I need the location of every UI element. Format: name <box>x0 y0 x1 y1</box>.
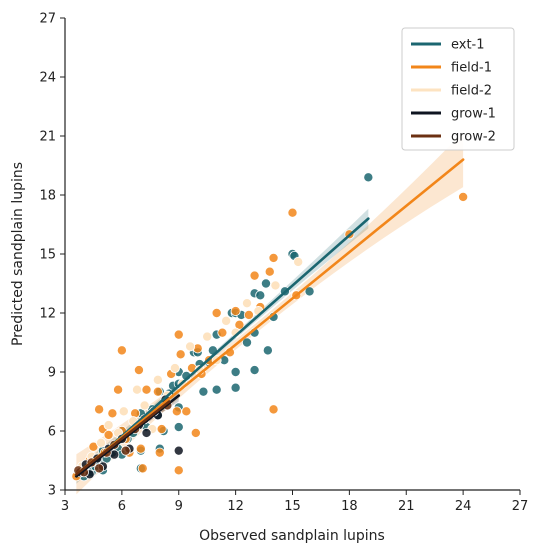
legend-box <box>401 27 515 151</box>
x-tick-label: 21 <box>398 499 415 514</box>
x-axis-label: Observed sandplain lupins <box>199 528 385 544</box>
fit-line-field-1 <box>75 158 465 476</box>
point-field-1 <box>133 365 144 376</box>
regression-lines <box>75 158 465 478</box>
point-field-1 <box>116 345 127 356</box>
x-tick-label: 3 <box>61 499 69 514</box>
point-field-1 <box>113 384 124 395</box>
point-ext-1 <box>363 172 374 183</box>
point-field-1 <box>107 408 118 419</box>
point-field-1 <box>230 306 241 317</box>
point-field-1 <box>137 463 148 474</box>
point-grow-2 <box>120 445 131 456</box>
point-field-1 <box>154 447 165 458</box>
point-ext-1 <box>173 422 184 433</box>
x-tick-label: 15 <box>284 499 301 514</box>
confidence-bands <box>76 132 464 495</box>
y-tick-label: 12 <box>39 307 56 322</box>
point-ext-1 <box>304 286 315 297</box>
x-ticks: 3 6 9 12 15 18 21 24 27 <box>61 490 528 514</box>
point-field-1 <box>264 266 275 277</box>
fit-line-grow-2 <box>75 400 171 476</box>
y-axis-label: Predicted sandplain lupins <box>10 162 26 346</box>
point-field-1 <box>190 427 201 438</box>
x-tick-label: 9 <box>175 499 183 514</box>
x-tick-label: 27 <box>512 499 529 514</box>
point-field-1 <box>135 443 146 454</box>
point-field-1 <box>173 465 184 476</box>
point-field-2 <box>96 437 107 448</box>
point-ext-1 <box>241 337 252 348</box>
point-field-1 <box>171 406 182 417</box>
point-ext-1 <box>262 345 273 356</box>
point-grow-1 <box>173 445 184 456</box>
point-field-1 <box>103 429 114 440</box>
y-tick-label: 15 <box>39 248 56 263</box>
point-field-2 <box>221 315 232 326</box>
point-field-1 <box>141 384 152 395</box>
point-field-1 <box>181 406 192 417</box>
point-grow-2 <box>94 463 105 474</box>
point-field-1 <box>211 307 222 318</box>
point-field-1 <box>268 252 279 263</box>
y-ticks: 3 6 9 12 15 18 21 24 27 <box>39 12 65 499</box>
point-field-2 <box>169 363 180 374</box>
legend-label-ext-1: ext-1 <box>451 38 485 53</box>
point-field-1 <box>175 349 186 360</box>
point-field-2 <box>118 406 129 417</box>
point-ext-1 <box>230 366 241 377</box>
point-field-1 <box>94 404 105 415</box>
point-ext-1 <box>260 278 271 289</box>
point-ext-1 <box>249 365 260 376</box>
y-tick-label: 9 <box>48 366 56 381</box>
point-field-1 <box>287 207 298 218</box>
point-ext-1 <box>211 384 222 395</box>
point-field-1 <box>234 319 245 330</box>
point-field-2 <box>185 341 196 352</box>
legend-label-grow-2: grow-2 <box>451 130 496 145</box>
point-field-2 <box>270 280 281 291</box>
point-field-1 <box>173 329 184 340</box>
confidence-band-field-1 <box>76 132 464 495</box>
point-field-1 <box>243 309 254 320</box>
point-field-2 <box>152 374 163 385</box>
point-ext-1 <box>230 382 241 393</box>
y-tick-label: 18 <box>39 189 56 204</box>
legend-label-field-2: field-2 <box>451 84 492 99</box>
y-tick-label: 6 <box>48 425 56 440</box>
legend-label-field-1: field-1 <box>451 61 492 76</box>
point-grow-1 <box>141 427 152 438</box>
point-field-1 <box>217 327 228 338</box>
x-tick-label: 12 <box>227 499 244 514</box>
y-tick-label: 24 <box>39 71 56 86</box>
legend: ext-1 field-1 field-2 grow-1 grow-2 <box>401 27 515 151</box>
legend-label-grow-1: grow-1 <box>451 107 496 122</box>
point-field-1 <box>156 424 167 435</box>
y-tick-label: 21 <box>39 130 56 145</box>
x-tick-label: 18 <box>341 499 358 514</box>
point-field-2 <box>293 256 304 267</box>
point-ext-1 <box>255 290 266 301</box>
point-field-2 <box>241 298 252 309</box>
y-tick-label: 27 <box>39 12 56 27</box>
point-field-2 <box>132 384 143 395</box>
x-tick-label: 24 <box>455 499 472 514</box>
point-field-2 <box>139 400 150 411</box>
point-ext-1 <box>198 386 209 397</box>
x-tick-label: 6 <box>118 499 126 514</box>
point-field-1 <box>268 404 279 415</box>
point-field-1 <box>458 191 469 202</box>
point-field-1 <box>152 386 163 397</box>
point-field-2 <box>103 420 114 431</box>
y-tick-label: 3 <box>48 484 56 499</box>
point-field-2 <box>202 331 213 342</box>
point-field-1 <box>249 270 260 281</box>
